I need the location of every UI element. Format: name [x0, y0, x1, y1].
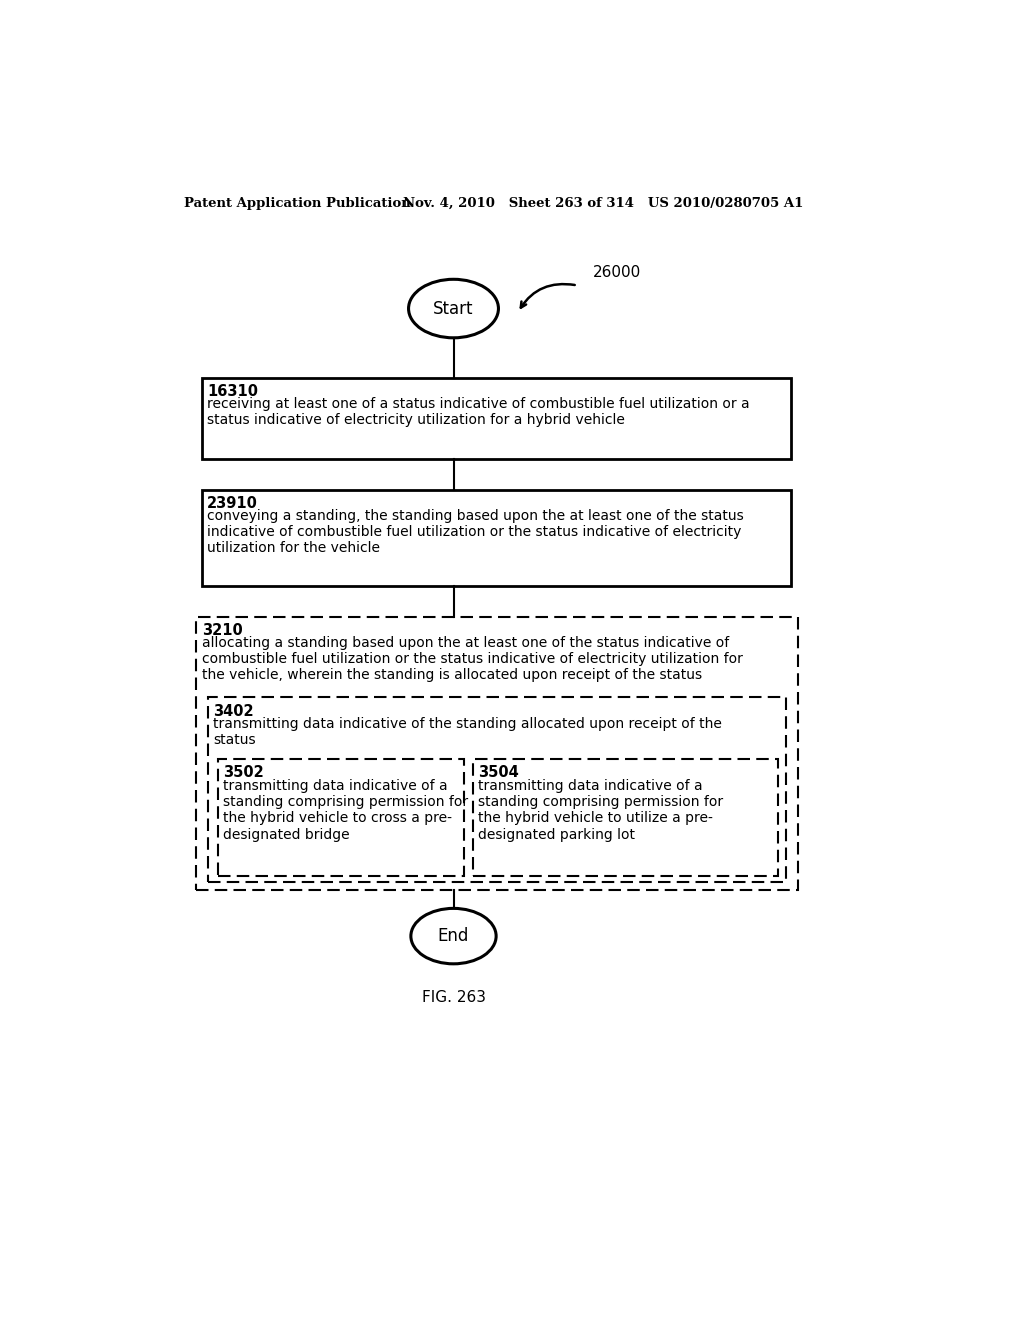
- Bar: [208, 697, 786, 882]
- Text: transmitting data indicative of the standing allocated upon receipt of the
statu: transmitting data indicative of the stan…: [213, 717, 722, 747]
- Text: 3504: 3504: [478, 766, 519, 780]
- Text: 16310: 16310: [207, 384, 258, 399]
- Text: Patent Application Publication: Patent Application Publication: [183, 197, 411, 210]
- Text: FIG. 263: FIG. 263: [422, 990, 485, 1006]
- Text: receiving at least one of a status indicative of combustible fuel utilization or: receiving at least one of a status indic…: [207, 397, 750, 428]
- Bar: [197, 616, 798, 890]
- Text: 3210: 3210: [202, 623, 243, 638]
- Text: 3502: 3502: [223, 766, 264, 780]
- Text: End: End: [438, 927, 469, 945]
- Bar: [202, 490, 791, 586]
- Text: transmitting data indicative of a
standing comprising permission for
the hybrid : transmitting data indicative of a standi…: [478, 779, 723, 842]
- Text: transmitting data indicative of a
standing comprising permission for
the hybrid : transmitting data indicative of a standi…: [223, 779, 468, 842]
- Bar: [473, 759, 778, 876]
- Text: conveying a standing, the standing based upon the at least one of the status
ind: conveying a standing, the standing based…: [207, 508, 743, 556]
- Text: 3402: 3402: [213, 704, 254, 718]
- Text: allocating a standing based upon the at least one of the status indicative of
co: allocating a standing based upon the at …: [202, 636, 742, 682]
- Text: 26000: 26000: [593, 265, 641, 280]
- Text: Nov. 4, 2010   Sheet 263 of 314   US 2010/0280705 A1: Nov. 4, 2010 Sheet 263 of 314 US 2010/02…: [403, 197, 804, 210]
- Text: Start: Start: [433, 300, 474, 318]
- Bar: [202, 378, 791, 459]
- Bar: [218, 759, 464, 876]
- Text: 23910: 23910: [207, 496, 258, 511]
